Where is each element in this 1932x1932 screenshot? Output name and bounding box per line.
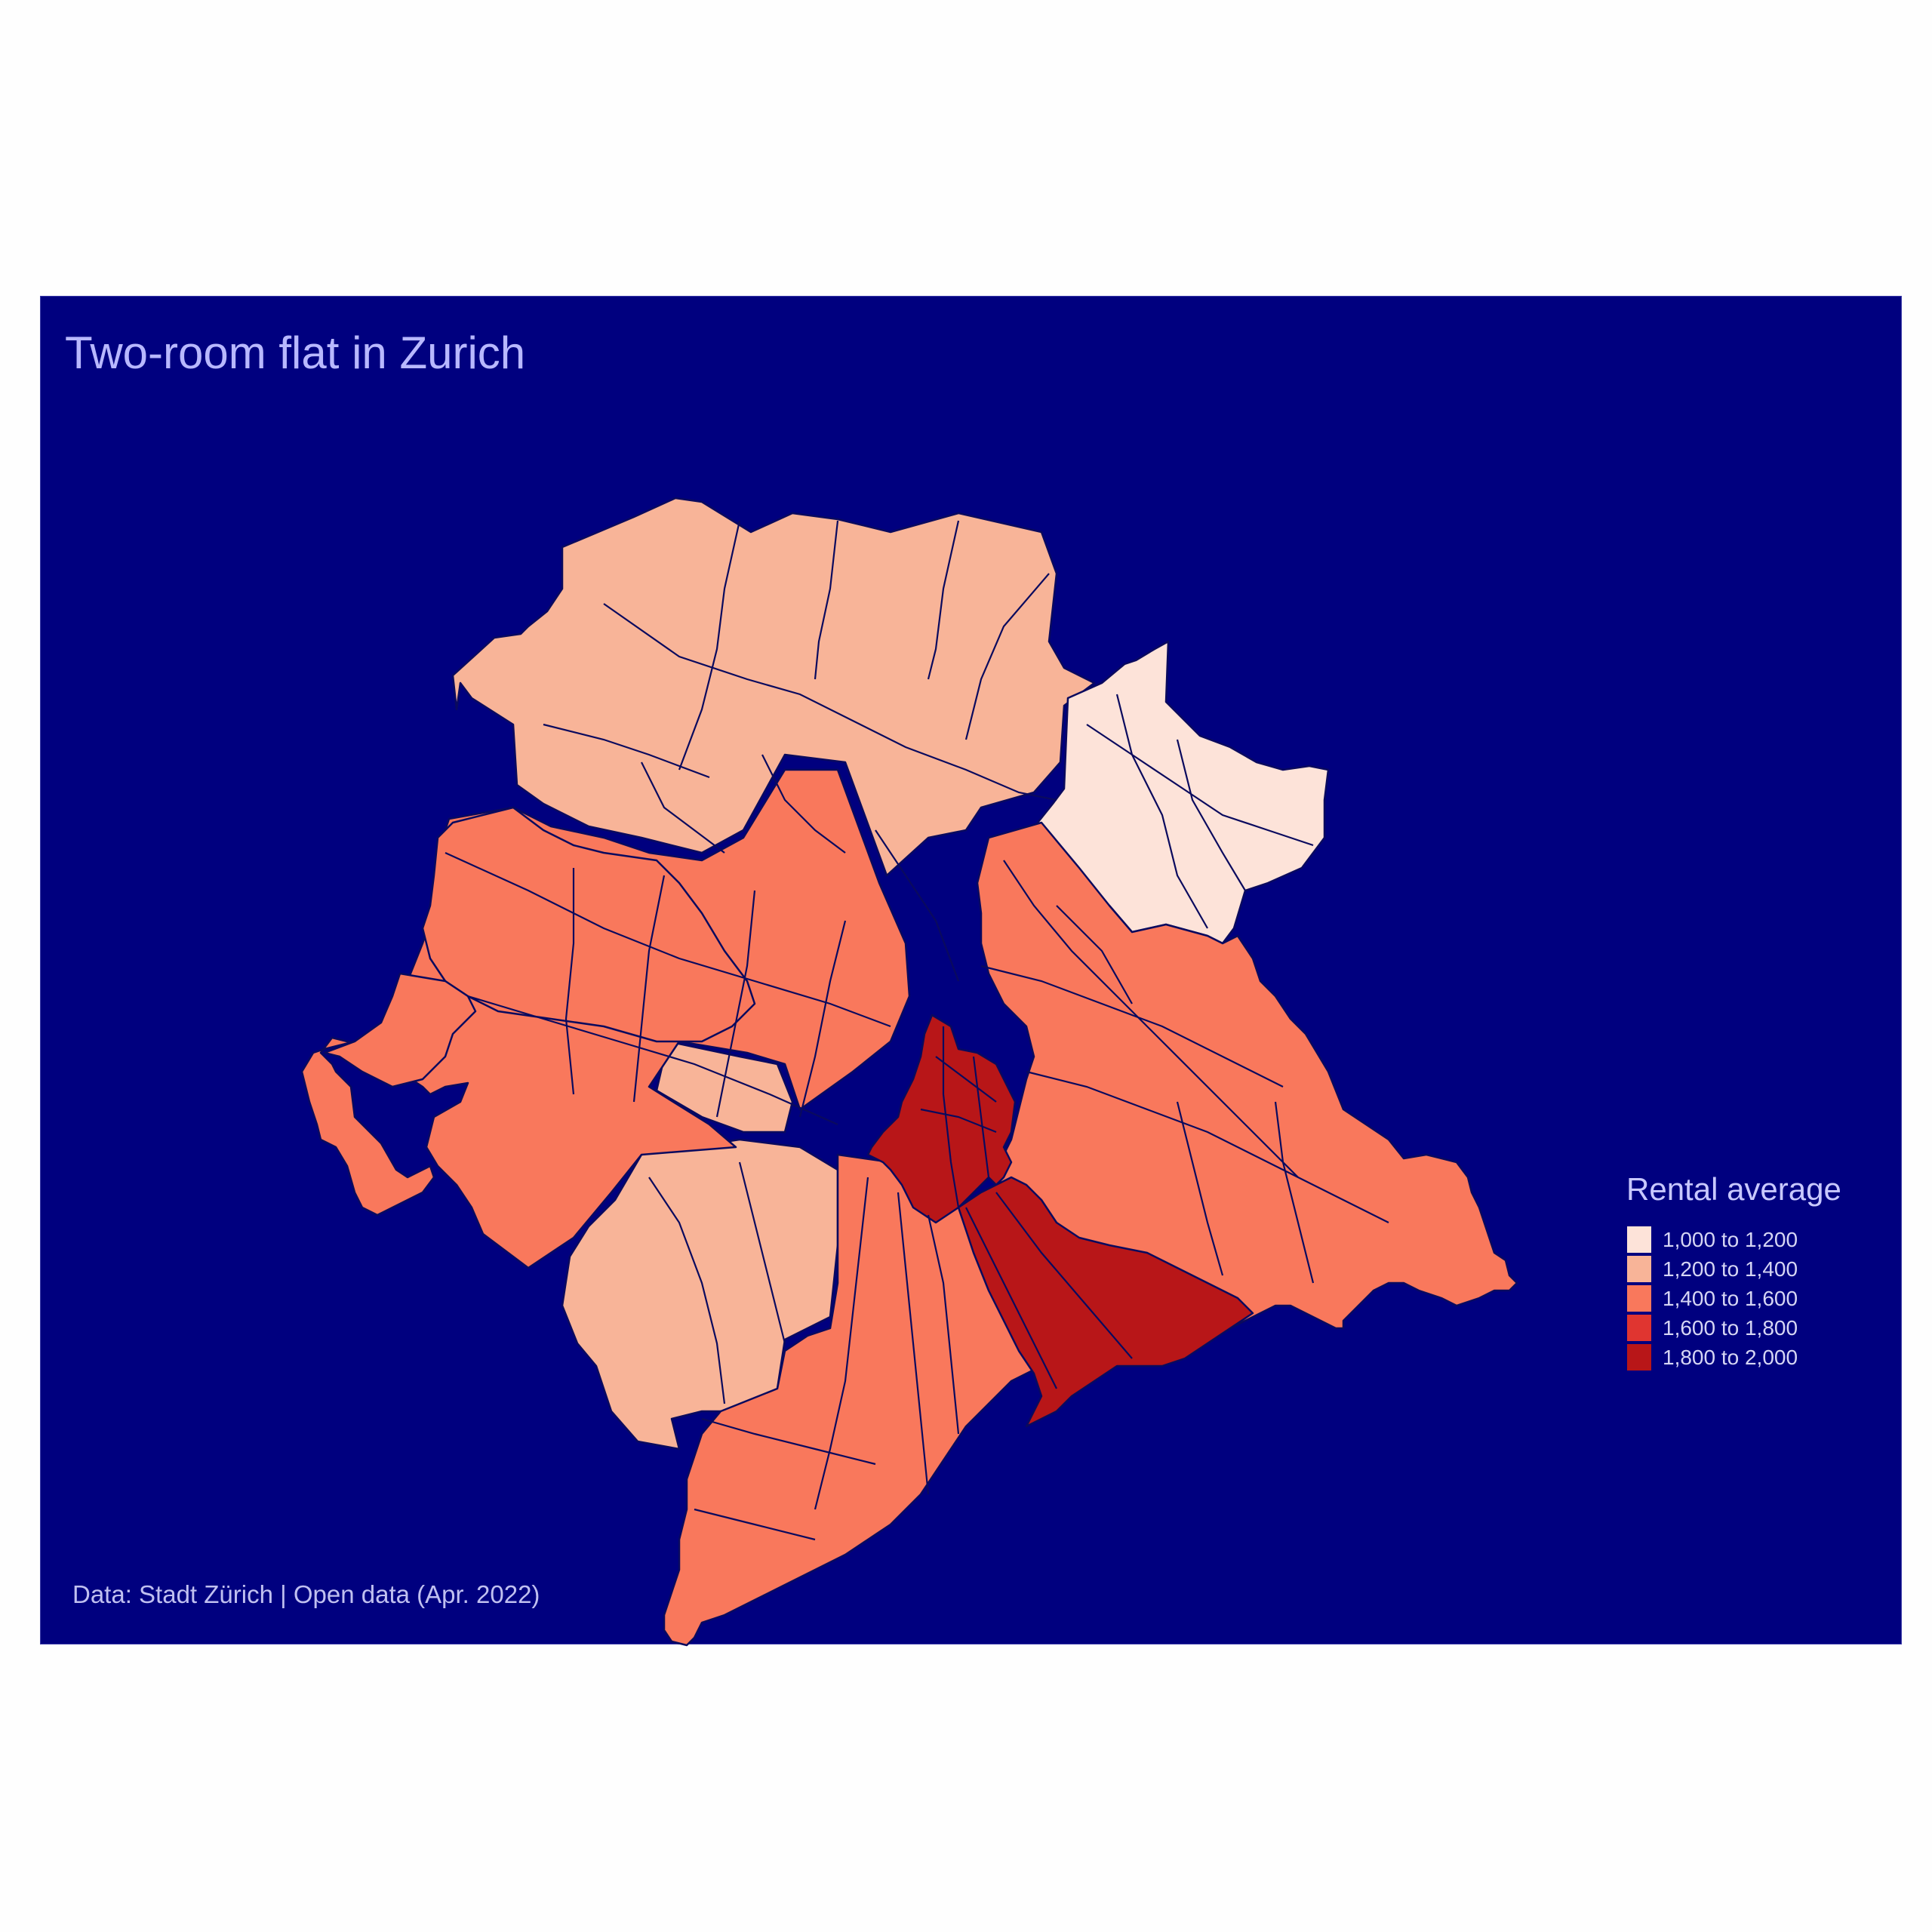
district-line (694, 1508, 816, 1541)
district-line (543, 723, 710, 779)
district-line (995, 1192, 1133, 1359)
district-line (632, 875, 666, 1103)
legend: Rental average 1,000 to 1,200 1,200 to 1… (1626, 1174, 1841, 1372)
district-line (445, 851, 891, 1028)
district-line (641, 761, 725, 854)
district-line (565, 868, 575, 1095)
district-line (972, 1056, 990, 1178)
district-line (875, 829, 960, 982)
district-line (678, 520, 741, 771)
district-line (648, 1177, 726, 1404)
district-line (761, 754, 846, 854)
legend-label: 1,200 to 1,400 (1663, 1257, 1798, 1281)
legend-item: 1,000 to 1,200 (1626, 1225, 1841, 1254)
legend-item: 1,200 to 1,400 (1626, 1254, 1841, 1284)
region-west-upper (421, 806, 756, 1043)
district-line (467, 995, 838, 1126)
district-line (701, 1417, 876, 1466)
district-line (964, 573, 1050, 740)
district-line (897, 1192, 930, 1495)
legend-label: 1,800 to 2,000 (1663, 1345, 1798, 1369)
district-line (1176, 739, 1246, 891)
district-line (715, 890, 756, 1118)
district-line (1086, 724, 1314, 847)
district-line (927, 520, 960, 680)
district-line (1274, 1101, 1315, 1284)
district-line (603, 603, 1057, 801)
district-line (814, 520, 839, 680)
district-line (927, 1214, 960, 1435)
legend-swatch (1626, 1284, 1652, 1312)
region-west-central (655, 1040, 794, 1134)
legend-title: Rental average (1626, 1171, 1841, 1207)
legend-swatch (1626, 1255, 1652, 1283)
district-line (942, 1026, 960, 1208)
district-line (738, 1161, 786, 1344)
district-line (1115, 694, 1208, 929)
legend-label: 1,400 to 1,600 (1663, 1286, 1798, 1310)
district-line (1003, 860, 1299, 1178)
legend-label: 1,600 to 1,800 (1663, 1315, 1798, 1340)
district-line (798, 920, 847, 1118)
map-title: Two-room flat in Zurich (65, 328, 526, 378)
data-source-caption: Data: Stadt Zürich | Open data (Apr. 202… (72, 1580, 540, 1608)
legend-swatch (1626, 1343, 1652, 1371)
legend-swatch (1626, 1226, 1652, 1254)
legend-item: 1,600 to 1,800 (1626, 1313, 1841, 1343)
district-line (814, 1177, 869, 1510)
district-line (965, 1207, 1057, 1389)
legend-item: 1,800 to 2,000 (1626, 1343, 1841, 1372)
region-west-tip (323, 972, 477, 1088)
district-line (1026, 1070, 1389, 1223)
district-line (935, 1056, 997, 1103)
district-line (920, 1108, 997, 1134)
district-line (1176, 1101, 1224, 1276)
legend-item: 1,400 to 1,600 (1626, 1284, 1841, 1313)
district-line (980, 964, 1284, 1088)
legend-label: 1,000 to 1,200 (1663, 1227, 1798, 1251)
legend-swatch (1626, 1314, 1652, 1342)
district-line (1056, 905, 1133, 1004)
